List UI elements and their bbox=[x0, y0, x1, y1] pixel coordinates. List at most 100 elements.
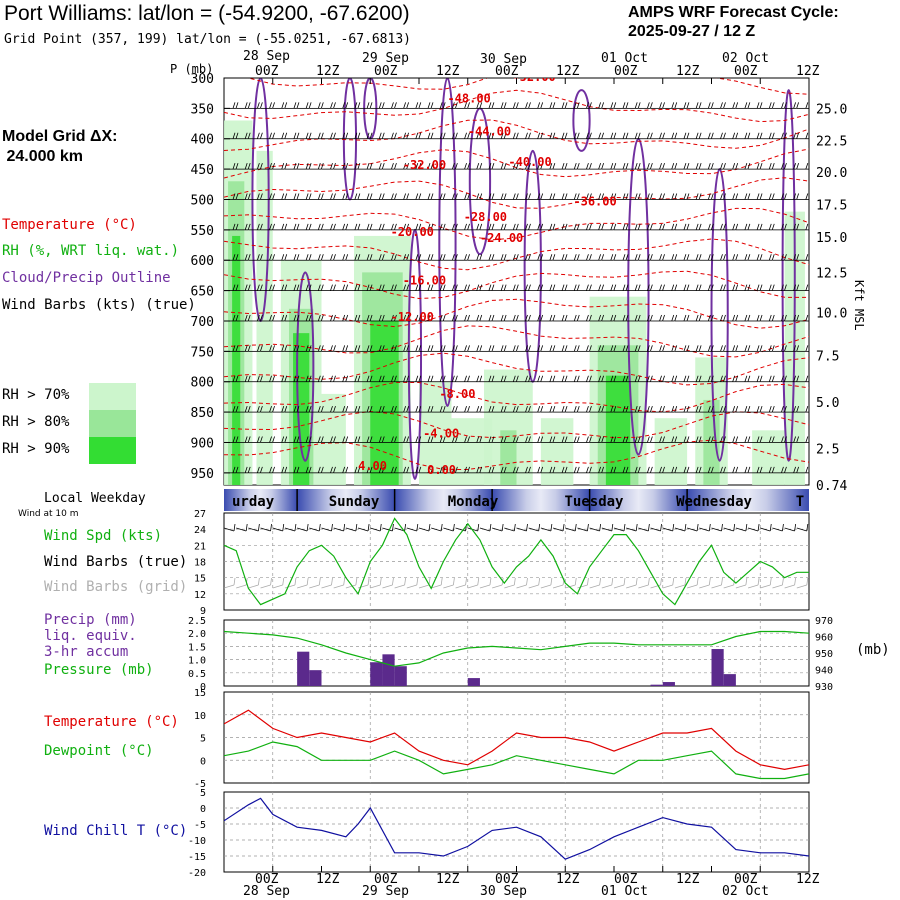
wind-barb-161 bbox=[358, 284, 373, 292]
wind-barb-442 bbox=[601, 314, 617, 322]
wind-barb-559 bbox=[699, 466, 714, 474]
wind-barb-361 bbox=[528, 405, 544, 413]
wind-barb-428 bbox=[589, 314, 605, 322]
wind-barb-440 bbox=[601, 254, 617, 261]
wind-barb-207 bbox=[394, 405, 410, 413]
top-date-1: 29 Sep bbox=[362, 51, 409, 66]
wind-barb-460 bbox=[614, 436, 629, 443]
pressure-tick-6: 600 bbox=[191, 254, 214, 269]
wind-barb-255 bbox=[443, 162, 458, 170]
wind-barb-190 bbox=[382, 314, 397, 322]
wind-barb-369 bbox=[540, 223, 556, 231]
wind-barb-222 bbox=[406, 436, 422, 443]
wind-barb-624 bbox=[760, 314, 775, 322]
wind-barb-344 bbox=[516, 314, 531, 322]
wind-barb-82 bbox=[284, 436, 300, 443]
wind-barb-111 bbox=[309, 466, 324, 474]
wind10-barb-true-3 bbox=[284, 523, 297, 532]
wind-barb-433 bbox=[589, 466, 605, 474]
wind10-barb-true-108 bbox=[711, 523, 723, 532]
wind-barb-520 bbox=[674, 132, 690, 140]
wind-barb-418 bbox=[577, 436, 592, 443]
wind-barb-291 bbox=[467, 405, 483, 413]
wind-barb-424 bbox=[589, 193, 605, 200]
wind-barb-133 bbox=[333, 284, 349, 292]
wind-barb-471 bbox=[626, 345, 641, 352]
wind-barb-159 bbox=[358, 223, 373, 231]
wind-barb-224 bbox=[419, 78, 432, 79]
wind-barb-169 bbox=[370, 102, 385, 109]
pressure-ytick-4: 970 bbox=[815, 616, 833, 627]
wind-speed-line bbox=[223, 517, 809, 606]
wind-barb-204 bbox=[394, 314, 410, 322]
wind-barb-236 bbox=[419, 436, 434, 443]
wind10-barb-true-99 bbox=[674, 523, 687, 532]
wind-barb-92 bbox=[297, 314, 312, 322]
wind10-barb-true-117 bbox=[747, 523, 760, 532]
wind-barb-151 bbox=[345, 405, 361, 413]
wind-barb-472 bbox=[626, 375, 641, 383]
wind-barb-592 bbox=[735, 193, 751, 200]
wind-barb-394 bbox=[565, 132, 580, 140]
wind-barb-187 bbox=[382, 223, 397, 231]
temp-contour-label-5: -32.00 bbox=[403, 158, 446, 172]
wind-barb-24 bbox=[236, 375, 251, 383]
wind-barb-59 bbox=[272, 162, 288, 170]
wind-barb-225 bbox=[419, 102, 434, 109]
wind-barb-223 bbox=[406, 466, 422, 474]
time-axes bbox=[272, 78, 810, 872]
wind-barb-175 bbox=[370, 284, 385, 292]
temp-contour-label-3: -40.00 bbox=[508, 155, 551, 169]
wind10-barb-grid-60 bbox=[516, 577, 528, 589]
wind10-barb-true-33 bbox=[406, 523, 419, 532]
wind-barb-334 bbox=[504, 436, 519, 443]
wind-barb-258 bbox=[443, 254, 458, 261]
wind-barb-466 bbox=[626, 193, 641, 200]
wind-barb-33 bbox=[248, 223, 263, 231]
pressure-tick-8: 700 bbox=[191, 315, 214, 330]
wind-barb-350 bbox=[528, 78, 542, 79]
wind10-barb-true-111 bbox=[723, 523, 736, 532]
wind-barb-349 bbox=[516, 466, 531, 474]
wind-chill-ytick-3: -5 bbox=[194, 820, 206, 831]
forecast-cycle-value: 2025-09-27 / 12 Z bbox=[628, 23, 756, 40]
wind-barb-127 bbox=[333, 102, 349, 109]
height-tick-3: 17.5 bbox=[816, 198, 847, 213]
wind-barb-619 bbox=[760, 162, 775, 170]
wind-barb-388 bbox=[553, 375, 568, 383]
wind-barb-219 bbox=[406, 345, 422, 352]
wind-barb-393 bbox=[565, 102, 580, 109]
wind-barb-437 bbox=[601, 162, 617, 170]
temperature-contour-8 bbox=[224, 298, 809, 329]
wind-barb-328 bbox=[504, 254, 519, 261]
wind-barb-38 bbox=[248, 375, 263, 383]
wind-barb-323 bbox=[504, 102, 519, 109]
rh-shade-10 bbox=[370, 320, 399, 485]
wind-barb-183 bbox=[382, 102, 397, 109]
wind-barb-501 bbox=[650, 405, 665, 413]
wind-barb-71 bbox=[284, 102, 300, 109]
wind-barb-107 bbox=[309, 345, 324, 352]
wind-barb-365 bbox=[540, 102, 556, 109]
wind-barb-241 bbox=[431, 162, 446, 170]
wind-barb-60 bbox=[272, 193, 288, 200]
wind-barb-523 bbox=[674, 223, 690, 231]
wind-barb-46 bbox=[260, 193, 275, 200]
wind10-barb-true-129 bbox=[796, 523, 809, 532]
wind-barb-230 bbox=[419, 254, 434, 261]
wind-barb-454 bbox=[614, 254, 629, 261]
wind-barb-661 bbox=[796, 162, 809, 170]
wind10-barb-true-24 bbox=[370, 523, 382, 532]
precip-bar-8 bbox=[711, 649, 724, 686]
wind-barb-208 bbox=[394, 436, 410, 443]
wind-barb-194 bbox=[382, 436, 397, 443]
wind-barb-300 bbox=[479, 254, 495, 261]
wind-barb-586 bbox=[723, 436, 739, 443]
wind-barb-522 bbox=[674, 193, 690, 200]
wind-barb-69 bbox=[272, 466, 288, 474]
wind-barb-139 bbox=[333, 466, 349, 474]
wind-barb-660 bbox=[796, 132, 809, 140]
rh-shade-7 bbox=[321, 393, 346, 485]
wind-barb-174 bbox=[370, 254, 385, 261]
wind10-barb-true-114 bbox=[735, 523, 748, 532]
